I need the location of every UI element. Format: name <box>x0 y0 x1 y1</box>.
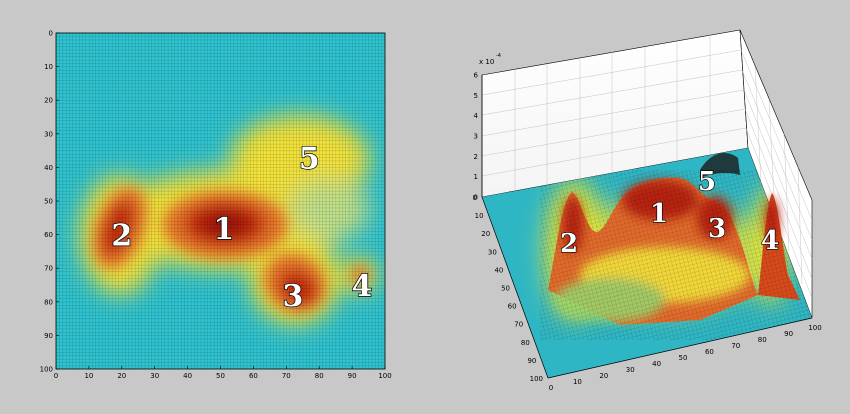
surface-z-tick-label: 6 <box>474 72 479 80</box>
heatmap-x-tick-label: 100 <box>378 372 391 380</box>
surface-z-ticks: 0 1 2 3 4 5 6 <box>474 72 479 202</box>
heatmap-peak-labels: 1 2 3 4 5 <box>111 141 373 315</box>
surface-x-tick-label: 20 <box>599 372 608 380</box>
heatmap-y-tick-label: 90 <box>44 332 53 340</box>
heatmap-y-tick-label: 10 <box>44 63 53 71</box>
heatmap-y-tick-label: 20 <box>44 97 53 105</box>
surface-x-tick-label: 80 <box>758 336 767 344</box>
surface-z-tick-label: 0 <box>474 194 478 202</box>
heatmap-peak-label: 1 <box>213 212 234 247</box>
surface-plot: x 10 -4 0 1 2 3 4 5 6 0 10 20 30 40 50 60 70 80 90 100 0… <box>473 29 822 392</box>
heatmap-x-tick-label: 10 <box>84 372 93 380</box>
surface-x-axis <box>547 317 813 379</box>
surface-x-tick-label: 60 <box>705 348 714 356</box>
surface-x-tick-label: 90 <box>784 330 793 338</box>
surface-y-tick-label: 70 <box>514 321 523 329</box>
surface-y-tick-label: 90 <box>527 357 536 365</box>
surface-z-tick-label: 3 <box>474 133 478 141</box>
surface-x-tick-label: 50 <box>679 354 688 362</box>
heatmap-x-tick-label: 0 <box>54 372 58 380</box>
surface-z-exponent: -4 <box>496 53 501 59</box>
surface-z-tick-label: 5 <box>474 92 478 100</box>
heatmap-peak-label: 4 <box>352 269 373 304</box>
surface-peak-label: 2 <box>560 229 578 259</box>
surface-y-tick-label: 20 <box>481 230 490 238</box>
heatmap-x-tick-label: 60 <box>249 372 258 380</box>
surface-z-multiplier: x 10 <box>479 58 494 66</box>
surface-y-axis <box>481 196 549 379</box>
surface-peak-label: 3 <box>708 214 726 244</box>
surface-y-tick-label: 30 <box>488 248 497 256</box>
surface-peaks <box>540 153 810 340</box>
surface-y-tick-label: 40 <box>494 266 503 274</box>
heatmap-x-tick-label: 70 <box>282 372 291 380</box>
heatmap-y-tick-label: 60 <box>44 231 53 239</box>
surface-y-tick-label: 0 <box>473 194 477 202</box>
heatmap-x-tick-label: 50 <box>216 372 225 380</box>
surface-y-ticks: 0 10 20 30 40 50 60 70 80 90 100 <box>473 194 543 383</box>
heatmap-x-tick-label: 90 <box>348 372 357 380</box>
surface-x-tick-label: 70 <box>731 342 740 350</box>
surface-z-tick-label: 1 <box>474 173 478 181</box>
heatmap-x-tick-label: 30 <box>150 372 159 380</box>
surface-peak-label: 1 <box>650 199 668 229</box>
heatmap-peak-label: 2 <box>111 219 132 254</box>
surface-x-tick-label: 40 <box>652 360 661 368</box>
heatmap-x-tick-label: 20 <box>117 372 126 380</box>
heatmap-peak-label: 5 <box>299 141 320 176</box>
surface-x-tick-label: 30 <box>626 366 635 374</box>
heatmap-y-tick-label: 50 <box>44 198 53 206</box>
surface-z-tick-label: 4 <box>474 112 479 120</box>
heatmap-y-tick-label: 40 <box>44 164 53 172</box>
surface-y-tick-label: 50 <box>501 285 510 293</box>
surface-peak-label: 4 <box>761 226 779 256</box>
surface-y-tick-label: 10 <box>475 212 484 220</box>
heatmap-field <box>56 33 385 369</box>
heatmap-y-tick-label: 70 <box>44 265 53 273</box>
surface-x-ticks: 0 10 20 30 40 50 60 70 80 90 100 <box>549 324 822 392</box>
surface-wall-grid <box>481 35 813 299</box>
surface-x-tick-label: 0 <box>549 384 553 392</box>
heatmap-y-tick-label: 80 <box>44 298 53 306</box>
surface-x-tick-label: 100 <box>808 324 821 332</box>
heatmap-x-tick-label: 80 <box>315 372 324 380</box>
heatmap-y-tick-label: 0 <box>49 30 53 38</box>
heatmap-y-ticks: 0 10 20 30 40 50 60 70 80 90 100 <box>40 30 59 374</box>
surface-y-tick-label: 80 <box>521 339 530 347</box>
surface-x-tick-label: 10 <box>573 378 582 386</box>
surface-y-tick-label: 100 <box>530 375 543 383</box>
heatmap-x-tick-label: 40 <box>183 372 192 380</box>
heatmap-x-ticks: 0 10 20 30 40 50 60 70 80 90 100 <box>54 366 392 380</box>
surface-y-tick-label: 60 <box>508 303 517 311</box>
surface-peak-labels: 1 2 3 4 5 <box>559 166 779 259</box>
heatmap-peak-label: 3 <box>282 279 303 314</box>
surface-z-tick-label: 2 <box>474 153 478 161</box>
heatmap-plot: 0 10 20 30 40 50 60 70 80 90 100 0 10 20 30 40 50 60 70 80… <box>40 30 392 381</box>
surface-peak-label: 5 <box>698 167 716 197</box>
heatmap-y-tick-label: 30 <box>44 130 53 138</box>
heatmap-y-tick-label: 100 <box>40 366 53 374</box>
